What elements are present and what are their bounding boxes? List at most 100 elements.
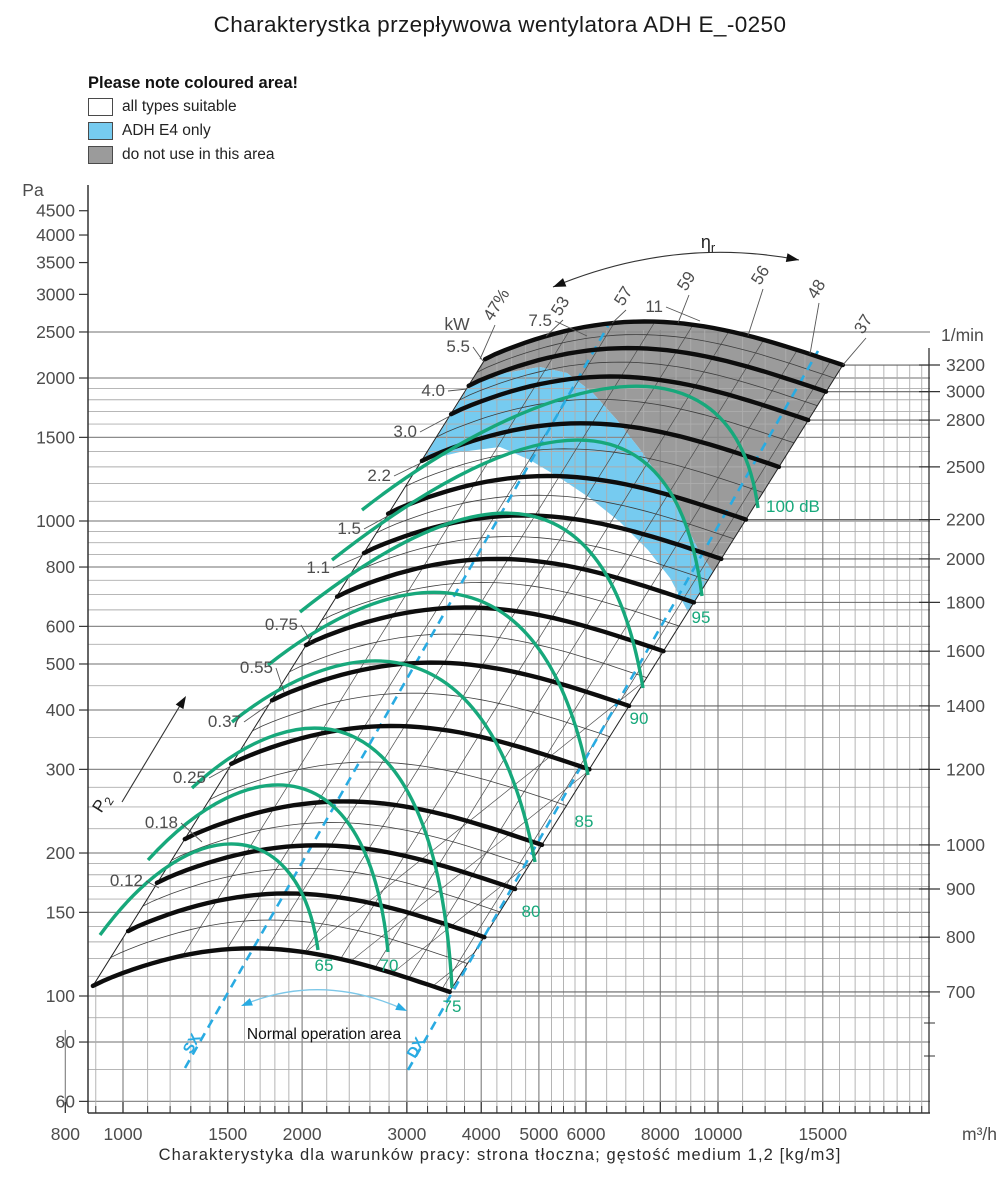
pa-tick-4500: 4500 (36, 201, 75, 221)
pressure-axis: 4500 4000 3500 3000 2500 2000 1500 1000 800 600 50… (22, 180, 89, 1113)
kw-label-1.5: 1.5 (337, 519, 361, 538)
fan-curve-1800rpm (334, 556, 697, 605)
eta-label: ηr (701, 232, 716, 255)
efficiency-tick-3: 59 (673, 268, 699, 294)
arrowhead (241, 998, 253, 1006)
fan-curve-1600rpm (303, 605, 666, 654)
sound-curve-85db (266, 590, 590, 776)
fan-curve-800rpm (125, 891, 487, 940)
rpm-tick-1000: 1000 (946, 835, 985, 855)
flow-tick-15000: 15000 (798, 1124, 847, 1144)
kw-label-5.5: 5.5 (446, 337, 470, 356)
legend: Please note coloured area! all types sui… (88, 74, 298, 170)
pa-unit-label: Pa (22, 180, 44, 200)
fan-curve-700rpm (90, 946, 452, 995)
flow-tick-2000: 2000 (283, 1124, 322, 1144)
sound-label-75: 75 (443, 997, 462, 1016)
efficiency-tick-0: 47% (479, 285, 513, 324)
kw-label-4.0: 4.0 (421, 381, 445, 400)
fan-curve-2500rpm (419, 421, 782, 470)
kw-label-3.0: 3.0 (393, 422, 417, 441)
sound-level-curves: 65 70 75 80 85 90 95 100 dB (98, 384, 820, 1016)
rpm-tick-2000: 2000 (946, 549, 985, 569)
efficiency-tick-4: 56 (747, 262, 773, 288)
rpm-tick-800: 800 (946, 927, 975, 947)
flow-tick-10000: 10000 (694, 1124, 743, 1144)
kw-label-2.2: 2.2 (367, 466, 391, 485)
fan-curve-3000rpm (466, 345, 829, 394)
flow-tick-4000: 4000 (462, 1124, 501, 1144)
pa-tick-400: 400 (46, 700, 75, 720)
pa-tick-150: 150 (46, 902, 75, 922)
sound-curve-80db (230, 659, 537, 863)
pa-tick-1500: 1500 (36, 427, 75, 447)
rpm-tick-1400: 1400 (946, 696, 985, 716)
rpm-tick-900: 900 (946, 879, 975, 899)
pa-tick-2000: 2000 (36, 368, 75, 388)
sound-curve-90db (298, 511, 645, 689)
kw-label-0.75: 0.75 (265, 615, 298, 634)
rpm-tick-1800: 1800 (946, 592, 985, 612)
sound-label-65: 65 (315, 956, 334, 975)
efficiency-tick-6: 37 (850, 311, 876, 337)
sound-curve-70db (146, 783, 390, 953)
arrowhead (553, 278, 567, 287)
flow-tick-1000: 1000 (104, 1124, 143, 1144)
arrowhead (785, 253, 799, 262)
power-labels: 0.12 0.18 0.25 0.37 0.55 0.75 1.1 1.5 2.2 3.0 4.0 5… (110, 297, 701, 890)
legend-swatch-white (88, 97, 113, 116)
flow-tick-1500: 1500 (208, 1124, 247, 1144)
sound-label-95: 95 (692, 608, 711, 627)
sound-label-90: 90 (630, 709, 649, 728)
normal-operation-annotation: Normal operation area (241, 989, 407, 1043)
power-axis-arrow: P2 (89, 696, 186, 817)
kw-label-7.5: 7.5 (528, 311, 552, 330)
legend-swatch-gray (88, 145, 113, 164)
fan-speed-curves (90, 319, 845, 995)
rpm-tick-1200: 1200 (946, 759, 985, 779)
flow-tick-800: 800 (51, 1124, 80, 1144)
rpm-tick-2800: 2800 (946, 410, 985, 430)
kw-label-0.25: 0.25 (173, 768, 206, 787)
region-adh-e4-only (422, 367, 713, 612)
rpm-leader-lines (449, 364, 929, 993)
rpm-tick-1600: 1600 (946, 641, 985, 661)
fan-curve-2800rpm (448, 374, 811, 423)
flow-tick-6000: 6000 (567, 1124, 606, 1144)
kw-label-0.37: 0.37 (208, 712, 241, 731)
normal-operation-label: Normal operation area (247, 1026, 402, 1043)
chart-caption: Charakterystyka dla warunków pracy: stro… (158, 1146, 842, 1164)
pa-tick-3000: 3000 (36, 284, 75, 304)
pa-tick-300: 300 (46, 759, 75, 779)
pa-tick-2500: 2500 (36, 322, 75, 342)
sound-curve-95db (330, 438, 704, 597)
rpm-unit-label: 1/min (941, 325, 984, 345)
page-title: Charakterystka przepływowa wentylatora A… (213, 12, 787, 37)
fan-curve-3200rpm (482, 319, 845, 368)
flow-tick-3000: 3000 (387, 1124, 426, 1144)
fan-curve-2000rpm (361, 513, 724, 562)
rpm-tick-2200: 2200 (946, 510, 985, 530)
flow-unit-label: m³/h (962, 1124, 997, 1144)
kw-unit-label: kW (444, 314, 470, 334)
pa-tick-80: 80 (56, 1032, 76, 1052)
legend-swatch-blue (88, 121, 113, 140)
flow-axis: 800 1000 1500 2000 3000 4000 5000 6000 8000 10000… (51, 1102, 997, 1144)
sound-curve-100db (360, 384, 760, 512)
arrowhead (175, 696, 186, 710)
fan-curve-2200rpm (385, 473, 749, 522)
fan-curve-900rpm (154, 843, 518, 892)
kw-label-0.18: 0.18 (145, 813, 178, 832)
pa-tick-1000: 1000 (36, 511, 75, 531)
rpm-tick-3000: 3000 (946, 382, 985, 402)
pa-tick-3500: 3500 (36, 253, 75, 273)
legend-item-adh-e4: ADH E4 only (88, 121, 298, 140)
kw-label-1.1: 1.1 (306, 558, 330, 577)
pa-tick-600: 600 (46, 616, 75, 636)
rpm-tick-2500: 2500 (946, 457, 985, 477)
legend-title: Please note coloured area! (88, 74, 298, 92)
flow-tick-8000: 8000 (641, 1124, 680, 1144)
kw-label-0.55: 0.55 (240, 658, 273, 677)
